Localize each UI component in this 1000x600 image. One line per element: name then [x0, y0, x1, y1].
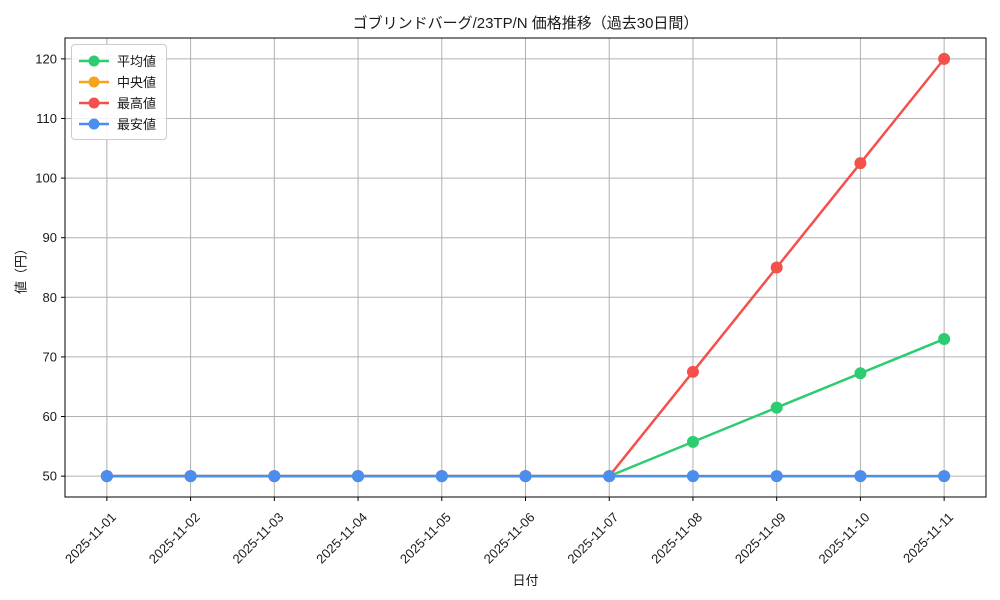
y-tick-label: 90 [43, 230, 57, 245]
legend-label: 最安値 [117, 117, 157, 132]
series-marker-0 [938, 333, 951, 346]
legend-line-marker-icon [79, 55, 109, 66]
x-tick-label: 2025-11-06 [481, 510, 538, 567]
x-tick-label: 2025-11-07 [564, 510, 621, 567]
y-axis-label: 値（円） [13, 241, 29, 295]
x-tick-label: 2025-11-04 [313, 510, 370, 567]
series-marker-2 [770, 261, 783, 274]
legend-line-marker-icon [79, 97, 109, 108]
y-tick-label: 60 [43, 409, 57, 424]
series-marker-3 [686, 470, 699, 483]
series-marker-3 [854, 470, 867, 483]
series-marker-0 [854, 367, 867, 380]
legend-item-0: 平均値 [78, 50, 156, 71]
x-tick-label: 2025-11-10 [816, 510, 873, 567]
legend-label: 平均値 [117, 54, 157, 69]
x-tick-label: 2025-11-08 [648, 510, 705, 567]
legend-item-2: 最高値 [78, 92, 156, 113]
legend-label: 最高値 [117, 96, 157, 111]
y-tick-label: 80 [43, 290, 57, 305]
legend-item-3: 最安値 [78, 113, 156, 134]
series-marker-3 [100, 470, 113, 483]
x-tick-label: 2025-11-09 [732, 510, 789, 567]
series-marker-3 [184, 470, 197, 483]
x-tick-label: 2025-11-03 [229, 510, 286, 567]
series-marker-2 [854, 157, 867, 170]
y-tick-label: 50 [43, 469, 57, 484]
legend-line-marker-icon [79, 118, 109, 129]
series-marker-3 [938, 470, 951, 483]
x-axis-label: 日付 [512, 573, 539, 588]
legend: 平均値中央値最高値最安値 [71, 44, 168, 140]
x-tick-label: 2025-11-02 [146, 510, 203, 567]
legend-line-marker-icon [79, 76, 109, 87]
series-marker-0 [770, 401, 783, 414]
legend-item-1: 中央値 [78, 71, 156, 92]
x-tick-label: 2025-11-11 [900, 510, 956, 566]
series-marker-3 [519, 470, 532, 483]
x-tick-label: 2025-11-05 [397, 510, 454, 567]
x-tick-label: 2025-11-01 [62, 510, 119, 567]
y-tick-label: 110 [36, 111, 57, 126]
y-tick-label: 70 [43, 349, 57, 364]
series-marker-2 [686, 365, 699, 378]
legend-label: 中央値 [117, 75, 157, 90]
series-marker-0 [686, 435, 699, 448]
chart-title: ゴブリンドバーグ/23TP/N 価格推移（過去30日間） [352, 15, 699, 32]
series-marker-3 [603, 470, 616, 483]
series-marker-3 [770, 470, 783, 483]
series-marker-3 [435, 470, 448, 483]
series-marker-3 [268, 470, 281, 483]
y-tick-label: 120 [35, 51, 57, 66]
series-marker-2 [938, 52, 951, 65]
series-marker-3 [352, 470, 365, 483]
y-tick-label: 100 [35, 171, 57, 186]
